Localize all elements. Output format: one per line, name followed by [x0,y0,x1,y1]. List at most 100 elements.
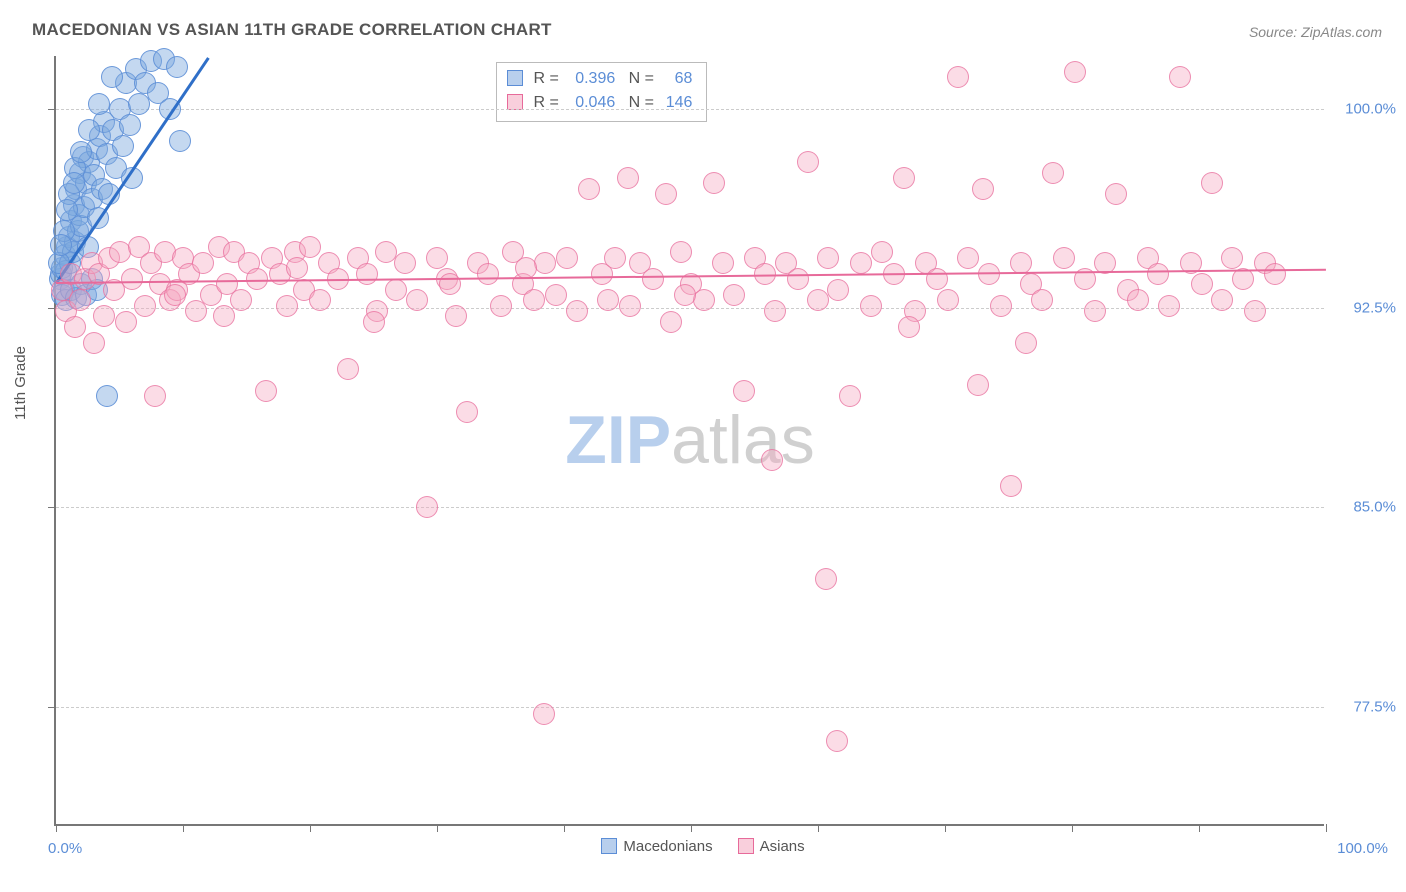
x-tick [1326,824,1327,832]
watermark-part1: ZIP [565,402,671,478]
data-point [604,247,626,269]
data-point [990,295,1012,317]
data-point [723,284,745,306]
data-point [703,172,725,194]
data-point [456,401,478,423]
data-point [1105,183,1127,205]
data-point [1169,66,1191,88]
data-point [1244,300,1266,322]
data-point [1031,289,1053,311]
data-point [898,316,920,338]
data-point [1264,263,1286,285]
data-point [477,263,499,285]
data-point [385,279,407,301]
data-point [1221,247,1243,269]
legend-swatch [601,838,617,854]
data-point [144,385,166,407]
data-point [947,66,969,88]
data-point [363,311,385,333]
data-point [827,279,849,301]
data-point [445,305,467,327]
data-point [426,247,448,269]
data-point [967,374,989,396]
x-tick [564,824,565,832]
y-tick-label: 85.0% [1332,499,1396,516]
data-point [119,114,141,136]
data-point [670,241,692,263]
data-point [286,257,308,279]
data-point [693,289,715,311]
legend-swatch [738,838,754,854]
data-point [797,151,819,173]
stat-n-value: 68 [658,67,692,91]
y-tick-label: 100.0% [1332,101,1396,118]
data-point [115,311,137,333]
data-point [1147,263,1169,285]
data-point [926,268,948,290]
data-point [406,289,428,311]
data-point [556,247,578,269]
stat-n-value: 146 [658,91,692,115]
data-point [807,289,829,311]
data-point [674,284,696,306]
watermark-part2: atlas [671,402,815,478]
y-tick-label: 92.5% [1332,300,1396,317]
y-axis-title: 11th Grade [12,346,29,420]
data-point [597,289,619,311]
data-point [394,252,416,274]
y-tick [48,707,56,708]
y-tick [48,507,56,508]
data-point [839,385,861,407]
series-legend: Macedonians Asians [0,838,1406,855]
data-point [69,289,91,311]
data-point [164,284,186,306]
gridline-h [56,109,1324,110]
data-point [1191,273,1213,295]
data-point [50,234,72,256]
data-point [93,305,115,327]
data-point [213,305,235,327]
data-point [134,295,156,317]
stats-row: R = 0.396 N = 68 [507,67,692,91]
data-point [230,289,252,311]
stat-r-value: 0.396 [563,67,615,91]
data-point [101,66,123,88]
data-point [88,93,110,115]
legend-swatch [507,94,523,110]
y-tick [48,109,56,110]
data-point [1064,61,1086,83]
x-tick [1072,824,1073,832]
data-point [566,300,588,322]
x-tick [945,824,946,832]
stat-r-label: R = [533,70,558,87]
data-point [893,167,915,189]
data-point [787,268,809,290]
gridline-h [56,707,1324,708]
data-point [545,284,567,306]
data-point [1010,252,1032,274]
data-point [1201,172,1223,194]
stats-legend: R = 0.396 N = 68 R = 0.046 N = 146 [496,62,707,122]
data-point [299,236,321,258]
data-point [78,119,100,141]
data-point [761,449,783,471]
y-tick-label: 77.5% [1332,698,1396,715]
data-point [619,295,641,317]
gridline-h [56,507,1324,508]
data-point [860,295,882,317]
data-point [1084,300,1106,322]
data-point [937,289,959,311]
data-point [166,56,188,78]
x-tick [691,824,692,832]
data-point [169,130,191,152]
x-tick [1199,824,1200,832]
data-point [1042,162,1064,184]
data-point [871,241,893,263]
data-point [255,380,277,402]
stat-r-value: 0.046 [563,91,615,115]
data-point [660,311,682,333]
data-point [337,358,359,380]
x-tick [310,824,311,832]
data-point [356,263,378,285]
data-point [1053,247,1075,269]
